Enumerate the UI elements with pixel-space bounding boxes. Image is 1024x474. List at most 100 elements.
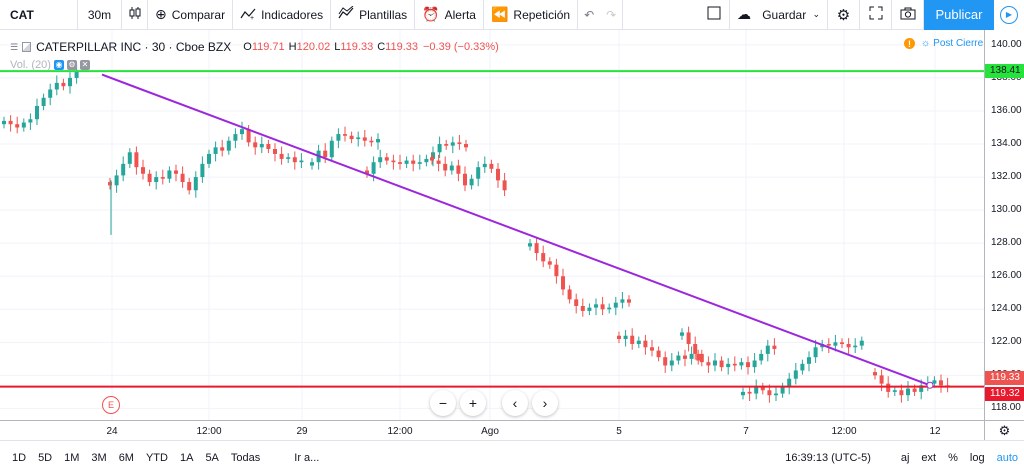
candle-body (147, 173, 152, 183)
close-label: C (377, 41, 386, 53)
camera-icon (900, 7, 916, 23)
candle-body (739, 362, 744, 366)
minus-icon: − (438, 395, 448, 411)
close-icon[interactable]: ✕ (79, 60, 90, 70)
extended-hours-button[interactable]: ext (921, 452, 937, 464)
settings-button[interactable]: ⚙ (828, 0, 860, 30)
alert-button[interactable]: ⏰ Alerta (415, 0, 484, 30)
candle-body (534, 243, 539, 254)
candle-body (879, 375, 884, 384)
scroll-left-button[interactable]: ‹ (502, 390, 528, 416)
candle-body (464, 144, 468, 148)
play-button[interactable]: ▶ (994, 0, 1024, 30)
interval-button[interactable]: 30m (78, 0, 122, 30)
replay-button[interactable]: ⏪ Repetición (484, 0, 579, 30)
earnings-marker[interactable]: E (102, 396, 120, 414)
chart-pane[interactable] (0, 30, 984, 420)
candle-body (54, 82, 59, 90)
range-6m-button[interactable]: 6M (118, 451, 134, 464)
candle-body (594, 304, 598, 308)
candle-body (613, 302, 618, 308)
price-tick-label: 126.00 (991, 270, 1022, 282)
candle-body (800, 363, 805, 371)
auto-scale-button[interactable]: auto (996, 452, 1018, 464)
market-status-badge[interactable]: ! ☼ Post Cierre (904, 38, 983, 49)
templates-button[interactable]: Plantillas (331, 0, 416, 30)
time-axis[interactable]: 24 12:00 29 12:00 Ago 5 7 12:00 12 (0, 420, 984, 440)
candle-body (457, 142, 462, 145)
percent-scale-button[interactable]: % (948, 452, 958, 464)
zoom-out-button[interactable]: − (430, 390, 456, 416)
range-5y-button[interactable]: 5A (205, 451, 219, 464)
series-title[interactable]: CATERPILLAR INC · 30 · Cboe BZX (36, 40, 232, 54)
redo-button[interactable]: ↷ (600, 0, 624, 30)
range-1m-button[interactable]: 1M (64, 451, 80, 464)
indicators-button[interactable]: + Indicadores (233, 0, 332, 30)
scroll-right-button[interactable]: › (532, 390, 558, 416)
candle-body (746, 362, 750, 368)
eye-icon[interactable]: ◉ (53, 60, 64, 70)
layout-button[interactable] (698, 0, 730, 30)
candle-body (68, 77, 72, 87)
candle-body (8, 120, 13, 125)
volume-legend[interactable]: Vol. (20) ◉ ⚙ ✕ (10, 59, 90, 71)
candle-body (617, 335, 621, 340)
candle-body (528, 243, 532, 247)
candle-body (127, 152, 132, 164)
candle-body (273, 148, 277, 154)
candle-body (376, 139, 380, 143)
candle-body (141, 167, 145, 174)
symbol-search-button[interactable]: CAT (0, 0, 78, 30)
candle-body (496, 168, 500, 181)
fullscreen-icon (869, 6, 883, 23)
adjust-button[interactable]: aj (900, 452, 910, 464)
candle-body (369, 140, 374, 143)
range-1d-button[interactable]: 1D (12, 451, 27, 464)
zoom-in-button[interactable]: + (460, 390, 486, 416)
save-button[interactable]: ☁ Guardar ⌄ (730, 0, 828, 30)
settings-icon[interactable]: ⚙ (66, 60, 77, 70)
candle-body (167, 170, 172, 179)
candle-body (299, 160, 304, 163)
candle-body (411, 160, 416, 164)
candle-body (444, 144, 449, 146)
candle-body (431, 152, 435, 159)
publish-button[interactable]: Publicar (924, 0, 994, 30)
volume-label: Vol. (20) (10, 59, 51, 71)
log-scale-button[interactable]: log (969, 452, 985, 464)
candle-body (61, 82, 66, 87)
range-3m-button[interactable]: 3M (91, 451, 107, 464)
candle-body (741, 391, 745, 396)
fullscreen-button[interactable] (860, 0, 892, 30)
range-1y-button[interactable]: 1A (179, 451, 194, 464)
candle-body (939, 380, 943, 386)
price-axis[interactable]: 140.00138.00136.00134.00132.00130.00128.… (984, 30, 1024, 420)
range-5d-button[interactable]: 5D (38, 451, 53, 464)
chart-type-button[interactable] (122, 0, 148, 30)
moon-icon: ☼ (921, 38, 931, 49)
candle-body (833, 342, 838, 346)
candle-body (108, 182, 112, 186)
time-tick-label: 12:00 (196, 426, 222, 437)
open-value: 119.71 (251, 41, 285, 53)
candle-body (719, 360, 724, 368)
clock-readout[interactable]: 16:39:13 (UTC-5) (785, 452, 871, 464)
range-ytd-button[interactable]: YTD (145, 451, 168, 464)
candle-body (286, 157, 291, 159)
candle-body (449, 165, 454, 171)
candle-body (121, 163, 126, 176)
compare-button[interactable]: ⊕ Comparar (148, 0, 234, 30)
snapshot-button[interactable] (892, 0, 924, 30)
candle-body (787, 378, 792, 387)
goto-date-button[interactable]: Ir a... (294, 451, 320, 464)
candle-body (450, 142, 455, 146)
undo-button[interactable]: ↶ (578, 0, 600, 30)
candle-body (180, 173, 185, 183)
warning-icon: ! (904, 38, 915, 49)
collapse-icon[interactable]: ☰ (10, 41, 19, 52)
price-chart[interactable] (0, 30, 984, 420)
axis-settings-button[interactable]: ⚙ (984, 420, 1024, 440)
candle-body (760, 386, 765, 391)
candle-body (623, 335, 628, 340)
range-all-button[interactable]: Todas (230, 451, 261, 464)
